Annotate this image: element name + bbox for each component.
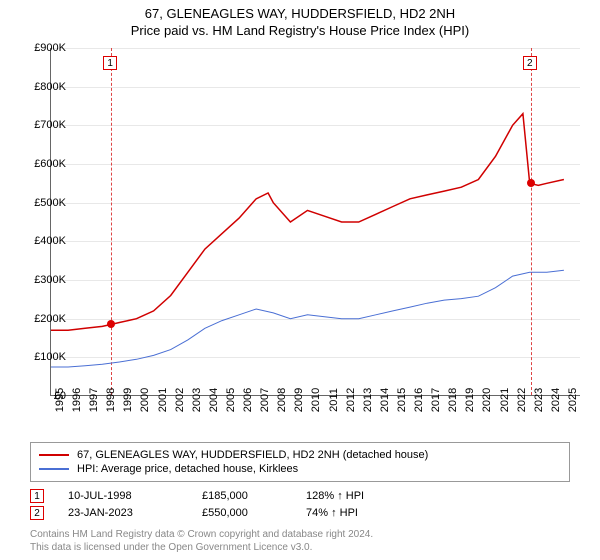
y-tick-label: £500K [34, 197, 66, 209]
sales-date: 23-JAN-2023 [68, 507, 178, 519]
x-tick-label: 2022 [516, 388, 528, 412]
y-tick-label: £800K [34, 81, 66, 93]
x-tick-label: 2025 [567, 388, 579, 412]
sales-pct: 128% ↑ HPI [306, 490, 406, 502]
x-tick-label: 2007 [259, 388, 271, 412]
legend-label: 67, GLENEAGLES WAY, HUDDERSFIELD, HD2 2N… [77, 449, 428, 461]
x-tick-label: 1998 [105, 388, 117, 412]
x-tick-label: 2010 [310, 388, 322, 412]
sales-price: £185,000 [202, 490, 282, 502]
sales-table: 1 10-JUL-1998 £185,000 128% ↑ HPI 2 23-JAN-20… [30, 486, 570, 523]
x-tick-label: 2023 [533, 388, 545, 412]
title-block: 67, GLENEAGLES WAY, HUDDERSFIELD, HD2 2N… [0, 0, 600, 38]
sales-marker: 2 [30, 506, 44, 520]
x-tick-label: 1995 [54, 388, 66, 412]
x-tick-label: 1999 [122, 388, 134, 412]
x-tick-label: 2012 [345, 388, 357, 412]
sales-marker: 1 [30, 489, 44, 503]
y-tick-label: £300K [34, 274, 66, 286]
sale-dot [107, 320, 115, 328]
x-tick-label: 2011 [328, 388, 340, 412]
sale-marker-box: 1 [103, 56, 117, 70]
series-property [51, 114, 564, 331]
sales-price: £550,000 [202, 507, 282, 519]
y-tick-label: £700K [34, 119, 66, 131]
sales-row: 2 23-JAN-2023 £550,000 74% ↑ HPI [30, 506, 570, 520]
y-tick-label: £100K [34, 351, 66, 363]
x-tick-label: 2016 [413, 388, 425, 412]
x-tick-label: 1997 [88, 388, 100, 412]
legend: 67, GLENEAGLES WAY, HUDDERSFIELD, HD2 2N… [30, 442, 570, 482]
chart-container: 67, GLENEAGLES WAY, HUDDERSFIELD, HD2 2N… [0, 0, 600, 560]
series-hpi [51, 270, 564, 367]
x-tick-label: 2013 [362, 388, 374, 412]
title-subtitle: Price paid vs. HM Land Registry's House … [0, 23, 600, 38]
x-tick-label: 2024 [550, 388, 562, 412]
x-tick-label: 2017 [430, 388, 442, 412]
x-tick-label: 2018 [447, 388, 459, 412]
x-tick-label: 2004 [208, 388, 220, 412]
x-tick-label: 2008 [276, 388, 288, 412]
chart-plot-area [50, 48, 580, 396]
x-tick-label: 2006 [242, 388, 254, 412]
footer: Contains HM Land Registry data © Crown c… [30, 528, 373, 554]
x-tick-label: 2001 [157, 388, 169, 412]
sales-date: 10-JUL-1998 [68, 490, 178, 502]
footer-line2: This data is licensed under the Open Gov… [30, 541, 373, 554]
y-tick-label: £900K [34, 42, 66, 54]
chart-lines [51, 48, 581, 396]
sales-pct: 74% ↑ HPI [306, 507, 406, 519]
x-tick-label: 2005 [225, 388, 237, 412]
sales-row: 1 10-JUL-1998 £185,000 128% ↑ HPI [30, 489, 570, 503]
y-tick-label: £400K [34, 235, 66, 247]
x-tick-label: 1996 [71, 388, 83, 412]
legend-swatch [39, 468, 69, 470]
x-tick-label: 2015 [396, 388, 408, 412]
y-tick-label: £600K [34, 158, 66, 170]
title-address: 67, GLENEAGLES WAY, HUDDERSFIELD, HD2 2N… [0, 6, 600, 21]
legend-swatch [39, 454, 69, 456]
legend-row: 67, GLENEAGLES WAY, HUDDERSFIELD, HD2 2N… [39, 449, 561, 461]
x-tick-label: 2014 [379, 388, 391, 412]
legend-row: HPI: Average price, detached house, Kirk… [39, 463, 561, 475]
x-tick-label: 2003 [191, 388, 203, 412]
x-tick-label: 2019 [464, 388, 476, 412]
sale-marker-box: 2 [523, 56, 537, 70]
footer-line1: Contains HM Land Registry data © Crown c… [30, 528, 373, 541]
x-tick-label: 2009 [293, 388, 305, 412]
x-tick-label: 2020 [481, 388, 493, 412]
x-tick-label: 2002 [174, 388, 186, 412]
x-tick-label: 2021 [499, 388, 511, 412]
x-tick-label: 2000 [139, 388, 151, 412]
legend-label: HPI: Average price, detached house, Kirk… [77, 463, 298, 475]
y-tick-label: £200K [34, 313, 66, 325]
sale-dot [527, 179, 535, 187]
